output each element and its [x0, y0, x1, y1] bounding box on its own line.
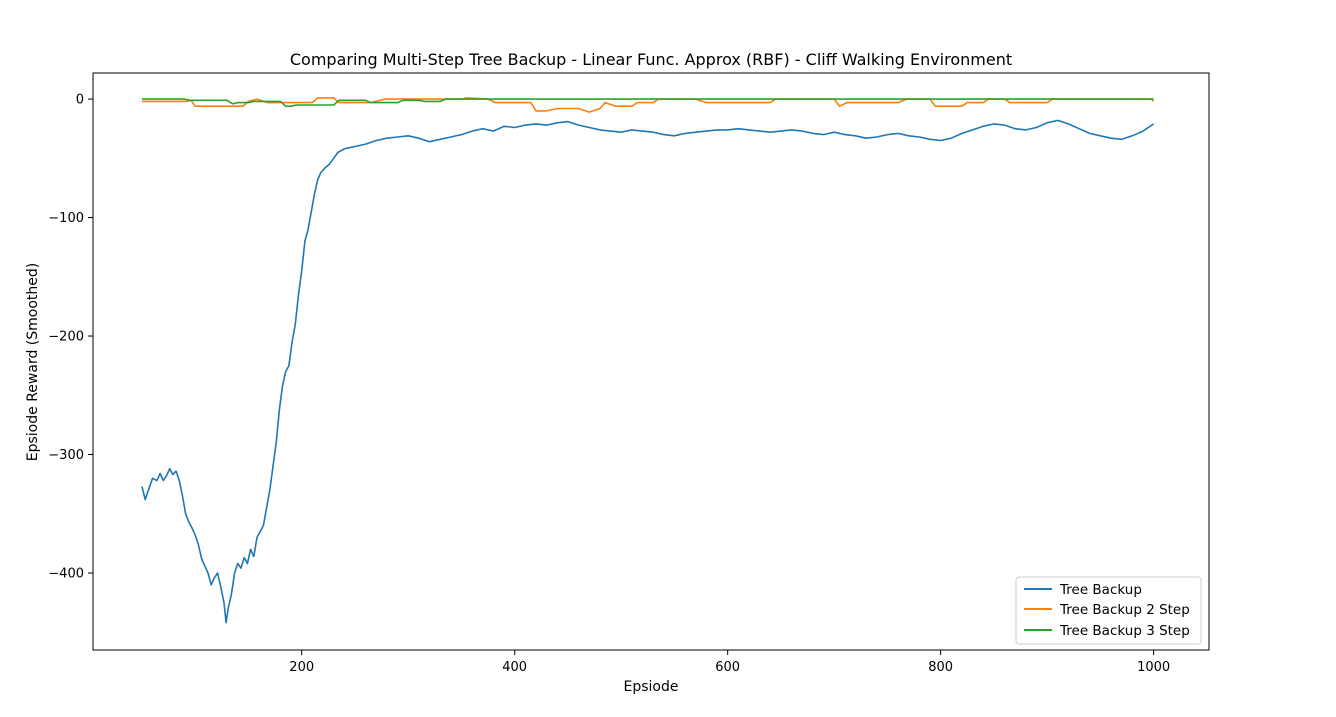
- x-axis-label: Epsiode: [624, 679, 679, 695]
- chart-title: Comparing Multi-Step Tree Backup - Linea…: [290, 50, 1012, 69]
- legend: Tree Backup Tree Backup 2 Step Tree Back…: [1015, 576, 1202, 645]
- plot-frame: [92, 72, 1210, 651]
- series-line-tree-backup-2-step: [142, 97, 1155, 113]
- x-axis: 200 400 600 800 1000: [289, 650, 1170, 675]
- series-line-tree-backup-3-step: [142, 98, 1154, 107]
- y-axis-label: Epsiode Reward (Smoothed): [25, 263, 41, 461]
- y-tick-label: 0: [76, 93, 84, 108]
- y-axis: 0 −100 −200 −300 −400: [48, 93, 93, 581]
- legend-label-tree-backup-2-step: Tree Backup 2 Step: [1059, 602, 1190, 618]
- legend-label-tree-backup-3-step: Tree Backup 3 Step: [1059, 623, 1190, 639]
- y-tick-label: −300: [48, 448, 84, 463]
- legend-box: [1015, 576, 1202, 645]
- y-tick-label: −100: [48, 211, 84, 226]
- y-tick-label: −400: [48, 566, 84, 581]
- x-tick-label: 200: [289, 660, 314, 675]
- series-line-tree-backup: [141, 119, 1155, 624]
- x-tick-label: 400: [502, 660, 527, 675]
- x-tick-label: 1000: [1137, 660, 1170, 675]
- x-tick-label: 800: [928, 660, 953, 675]
- legend-label-tree-backup: Tree Backup: [1059, 582, 1142, 598]
- series-layer: [141, 97, 1155, 624]
- y-tick-label: −200: [48, 330, 84, 345]
- x-tick-label: 600: [715, 660, 740, 675]
